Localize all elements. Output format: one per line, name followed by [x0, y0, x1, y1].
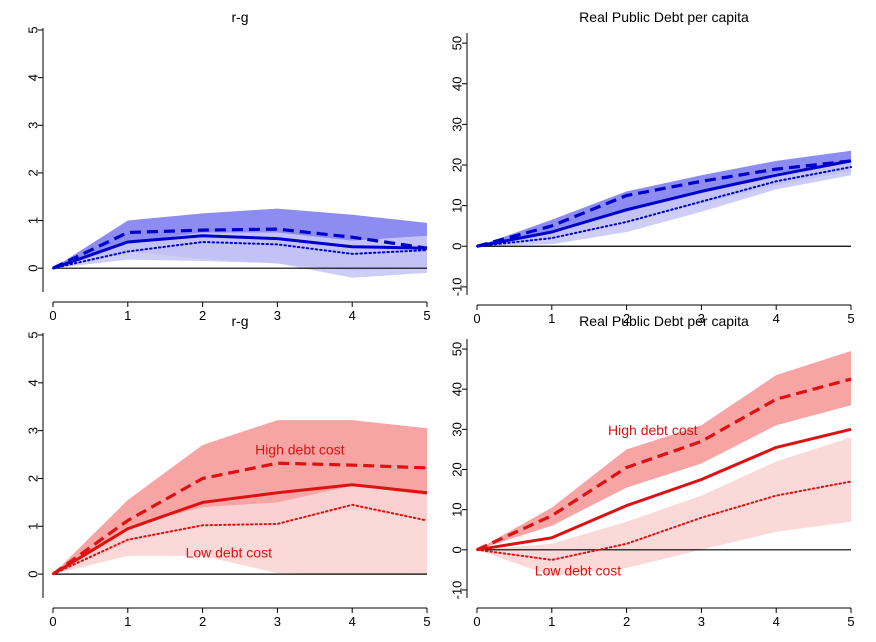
confidence-band-1 [477, 150, 851, 247]
confidence-band-1 [477, 351, 851, 550]
panel-title: r-g [231, 313, 248, 329]
y-tick-label: 0 [25, 570, 40, 577]
x-tick-label: 4 [349, 614, 356, 629]
x-tick-label: 4 [349, 308, 356, 323]
x-tick-label: 5 [423, 614, 430, 629]
chart-panel-1: r-g 0 1 2 3 4 5 0 1 2 3 4 5 [25, 9, 430, 323]
panel-title: r-g [231, 9, 248, 25]
y-tick-label: 3 [25, 122, 40, 129]
x-tick-label: 4 [773, 614, 780, 629]
y-tick-label: 3 [25, 427, 40, 434]
annotation-label: Low debt cost [535, 563, 621, 579]
y-tick-label: 2 [25, 169, 40, 176]
x-tick-label: 1 [548, 614, 555, 629]
x-tick-label: 2 [623, 614, 630, 629]
series-line-dashed [476, 159, 852, 248]
confidence-band-2 [477, 160, 851, 247]
y-tick-label: 5 [25, 331, 40, 338]
y-tick-label: 30 [449, 422, 464, 436]
y-tick-label: 20 [449, 462, 464, 476]
confidence-band-2 [477, 437, 851, 576]
chart-panel-2: Real Public Debt per capita-100102030405… [449, 9, 854, 326]
x-tick-label: 3 [274, 614, 281, 629]
y-tick-label: 4 [25, 379, 40, 386]
y-tick-label: -10 [449, 277, 464, 296]
x-tick-label: 3 [274, 308, 281, 323]
y-tick-label: 10 [449, 198, 464, 212]
chart-panel-3: r-g 0 1 2 3 4 5 0 1 2 3 4 5 High debt cost Low debt co… [25, 313, 430, 629]
annotation-label: High debt cost [255, 441, 345, 457]
y-tick-label: 1 [25, 523, 40, 530]
x-tick-label: 1 [124, 614, 131, 629]
y-tick-label: 50 [449, 36, 464, 50]
x-tick-label: 1 [124, 308, 131, 323]
series-line-dashed [52, 461, 428, 576]
y-tick-label: 20 [449, 158, 464, 172]
series-line-dashed [476, 377, 852, 552]
x-tick-label: 5 [847, 311, 854, 326]
series-line-dotted [476, 480, 852, 561]
x-tick-label: 5 [423, 308, 430, 323]
x-tick-label: 0 [49, 614, 56, 629]
x-tick-label: 0 [49, 308, 56, 323]
y-tick-label: 40 [449, 382, 464, 396]
y-tick-label: 2 [25, 475, 40, 482]
y-tick-label: 50 [449, 342, 464, 356]
y-tick-label: 0 [449, 243, 464, 250]
annotation-label: Low debt cost [186, 545, 272, 561]
x-tick-label: 3 [698, 614, 705, 629]
series-line-dotted [476, 166, 852, 248]
chart-panel-4: Real Public Debt per capita-100102030405… [449, 313, 854, 629]
series-line-dashed [52, 227, 428, 270]
panel-title: Real Public Debt per capita [579, 313, 749, 329]
confidence-band-2 [53, 485, 427, 575]
x-tick-label: 3 [698, 311, 705, 326]
x-tick-label: 1 [548, 311, 555, 326]
y-tick-label: 30 [449, 117, 464, 131]
x-tick-label: 0 [473, 614, 480, 629]
y-tick-label: 4 [25, 74, 40, 81]
x-tick-label: 5 [847, 614, 854, 629]
x-tick-label: 4 [773, 311, 780, 326]
x-tick-label: 2 [199, 614, 206, 629]
y-tick-label: 0 [449, 546, 464, 553]
x-tick-label: 0 [473, 311, 480, 326]
annotation-label: High debt cost [608, 422, 698, 438]
y-tick-label: 10 [449, 502, 464, 516]
series-line-dotted [52, 503, 428, 576]
y-tick-label: 40 [449, 77, 464, 91]
series-line-solid [52, 483, 428, 576]
series-line-solid [476, 159, 852, 248]
panel-title: Real Public Debt per capita [579, 9, 749, 25]
y-tick-label: 0 [25, 265, 40, 272]
series-line-solid [476, 427, 852, 552]
y-tick-label: 1 [25, 217, 40, 224]
x-tick-label: 2 [199, 308, 206, 323]
y-tick-label: -10 [449, 581, 464, 600]
series-line-solid [52, 234, 428, 270]
series-line-dotted [52, 241, 428, 270]
x-tick-label: 2 [623, 311, 630, 326]
y-tick-label: 5 [25, 26, 40, 33]
